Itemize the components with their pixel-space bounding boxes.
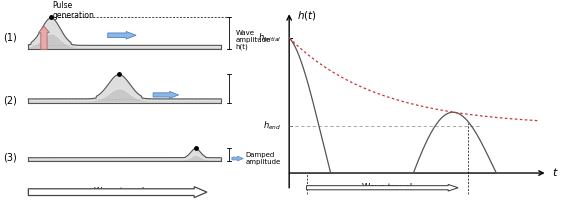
- Text: (3): (3): [3, 152, 17, 163]
- Polygon shape: [28, 75, 221, 103]
- FancyArrow shape: [307, 184, 458, 191]
- Text: (1): (1): [3, 33, 17, 43]
- Polygon shape: [28, 148, 221, 161]
- Text: Pulse
generation: Pulse generation: [52, 1, 94, 20]
- Text: Wave travel: Wave travel: [94, 188, 144, 196]
- Polygon shape: [28, 18, 221, 49]
- FancyArrow shape: [232, 156, 243, 161]
- Text: $h_{end}$: $h_{end}$: [263, 120, 282, 132]
- Text: $h_{initial}$: $h_{initial}$: [259, 32, 282, 44]
- FancyArrow shape: [153, 91, 179, 98]
- Text: Damped
amplitude: Damped amplitude: [245, 152, 281, 165]
- FancyArrow shape: [28, 187, 207, 198]
- Text: (2): (2): [3, 96, 17, 106]
- Text: Wave
amplitude
h(t): Wave amplitude h(t): [235, 30, 270, 50]
- Text: $h(t)$: $h(t)$: [297, 9, 316, 22]
- FancyArrow shape: [108, 32, 136, 39]
- Text: Wave travel: Wave travel: [362, 183, 412, 192]
- Text: $t$: $t$: [552, 165, 559, 178]
- FancyArrow shape: [39, 26, 49, 49]
